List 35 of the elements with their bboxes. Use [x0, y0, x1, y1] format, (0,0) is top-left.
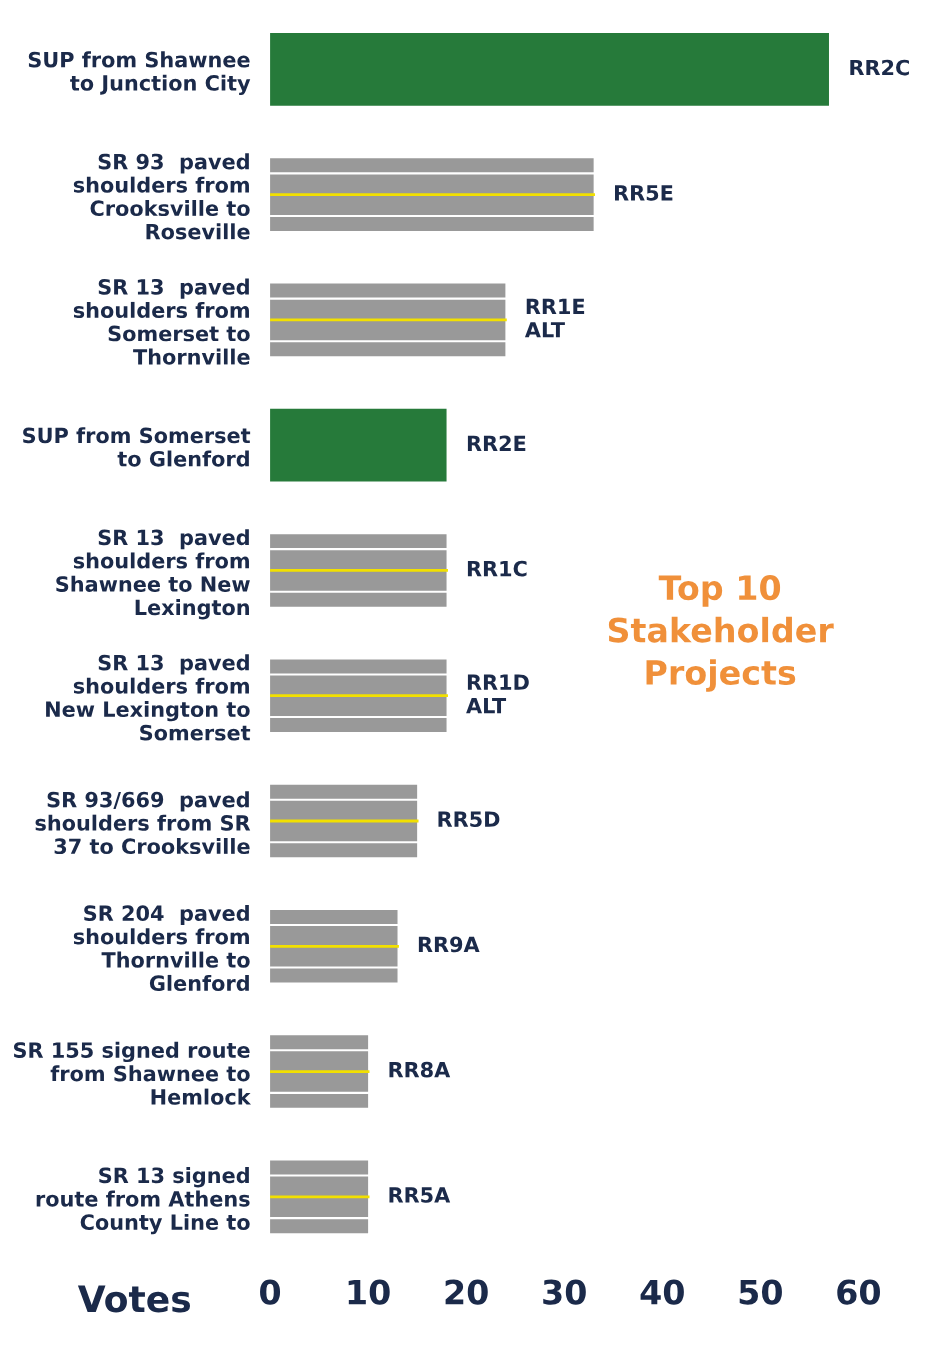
bar: [270, 408, 447, 482]
x-tick-label: 10: [348, 1279, 390, 1305]
bar: [270, 33, 829, 106]
y-tick-label: SR 93/669 paved shoulders from SR 37 to Crooksville: [35, 791, 251, 855]
y-tick-label: SR 13 paved shoulders from Somerset to Thornville: [73, 278, 250, 365]
y-tick-label: SR 155 signed route from Shawnee to Hemlock: [13, 1041, 251, 1105]
data-label: RR2C: [850, 59, 909, 76]
y-tick-label: SR 13 signed route from Athens County Line to: [36, 1167, 250, 1235]
data-label: RR8A: [389, 1061, 451, 1078]
data-label: RR5D: [438, 811, 500, 828]
x-axis-title: Votes: [77, 1285, 191, 1313]
data-label: RR1C: [467, 560, 527, 577]
bar: [270, 784, 418, 858]
x-tick-label: 20: [445, 1279, 488, 1305]
data-label: RR2E: [467, 435, 526, 451]
data-label: RR1E ALT: [524, 298, 585, 338]
y-tick-label: SUP from Shawnee to Junction City: [28, 51, 251, 96]
x-tick-label: 30: [543, 1279, 586, 1305]
y-tick-label: SR 13 paved shoulders from Shawnee to New Lexington: [56, 529, 250, 620]
x-tick-label: 60: [837, 1279, 880, 1305]
bar: [270, 534, 447, 607]
text: Top 10 Stakeholder Projects: [608, 575, 834, 692]
bar: [270, 283, 506, 357]
data-label: RR9A: [418, 936, 480, 953]
data-label: RR5E: [615, 185, 673, 201]
x-tick-label: 40: [640, 1279, 684, 1305]
y-tick-label: SUP from Somerset to Glenford: [23, 427, 251, 467]
data-label: RR5A: [389, 1187, 451, 1203]
y-tick-label: SR 93 paved shoulders from Crooksville to Roseville: [73, 153, 250, 240]
x-tick-label: 50: [739, 1279, 782, 1305]
y-tick-label: SR 13 paved shoulders from New Lexington to Somerset: [46, 654, 251, 741]
y-tick-label: SR 204 paved shoulders from Thornville to Glenford: [73, 904, 250, 992]
data-label: RR1D ALT: [466, 674, 529, 714]
x-tick-label: 0: [260, 1279, 281, 1305]
bar: [270, 158, 594, 231]
